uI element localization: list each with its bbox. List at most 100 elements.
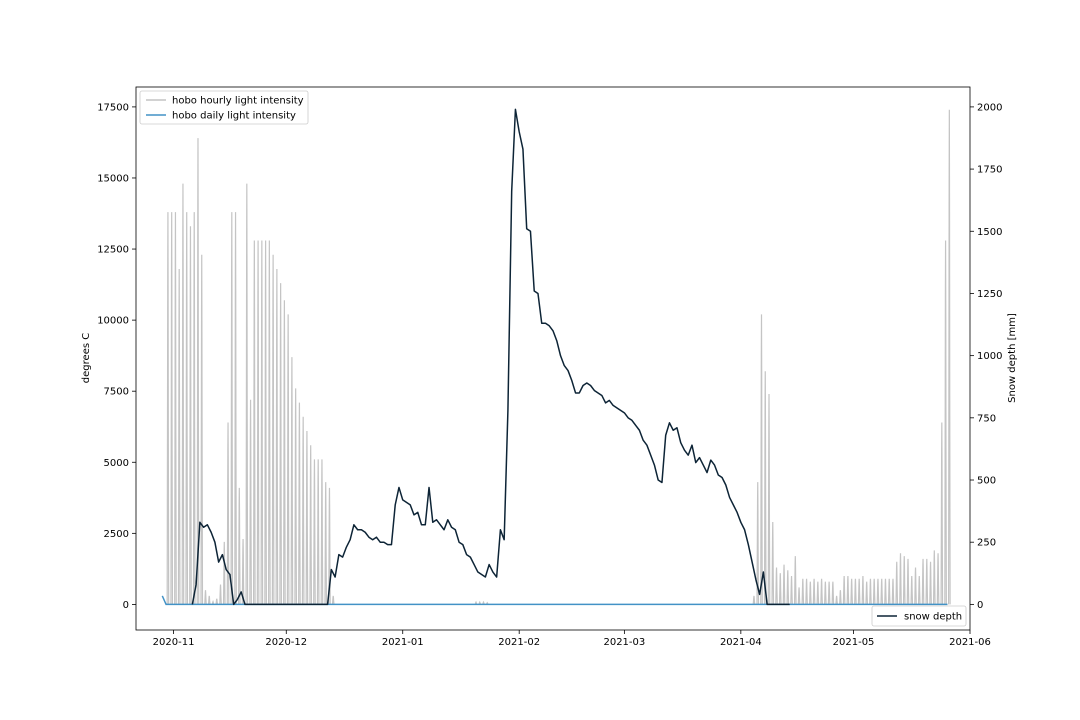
- hourly-spike: [215, 598, 219, 605]
- hourly-spike: [778, 573, 782, 605]
- hourly-spike: [170, 212, 174, 605]
- plot-area: [136, 87, 970, 630]
- y2-tick-label: 500: [977, 476, 996, 487]
- hourly-spike: [331, 595, 335, 605]
- legend-left-box: [139, 90, 309, 125]
- hourly-spike: [298, 402, 301, 605]
- x-tick-label: 2021-04: [720, 637, 762, 648]
- legend-entry-daily: hobo daily light intensity: [172, 111, 296, 122]
- x-tick-label: 2021-03: [603, 637, 645, 648]
- hourly-spike: [861, 575, 865, 605]
- y-tick-label: 0: [123, 600, 129, 611]
- hourly-spike: [222, 541, 226, 605]
- hourly-spike: [884, 578, 887, 605]
- hourly-spike: [835, 595, 838, 605]
- hourly-spike: [189, 226, 192, 605]
- hourly-spike: [241, 539, 245, 605]
- hourly-spike: [887, 578, 891, 605]
- hourly-spike: [872, 578, 876, 605]
- y-tick-label: 12500: [97, 245, 129, 256]
- legend-right-box: [871, 605, 967, 627]
- y-axis-left: 0 2500 5000 7500 10000 12500 15000 17500: [97, 102, 136, 611]
- hourly-spike: [782, 564, 786, 605]
- hourly-spike: [249, 399, 252, 605]
- y-tick-label: 5000: [104, 458, 129, 469]
- hourly-spike: [313, 459, 316, 605]
- hourly-spike: [827, 581, 831, 605]
- hourly-spike: [839, 590, 842, 605]
- hourly-spike: [316, 459, 320, 605]
- hourly-spike: [264, 240, 267, 605]
- hourly-spike: [309, 445, 313, 605]
- hourly-spike: [324, 482, 328, 605]
- hourly-spike: [763, 371, 767, 605]
- hourly-spike: [936, 553, 940, 605]
- hourly-spike: [816, 581, 820, 605]
- hourly-spike: [185, 212, 189, 605]
- hourly-spike: [283, 300, 286, 605]
- hourly-spike: [808, 581, 812, 605]
- x-tick-label: 2021-05: [833, 637, 875, 648]
- hourly-spike: [820, 578, 823, 605]
- hourly-spike: [485, 601, 489, 605]
- hourly-spike: [219, 584, 222, 605]
- hourly-spike: [252, 240, 256, 605]
- hourly-spike: [279, 283, 282, 605]
- y-tick-label: 10000: [97, 316, 129, 327]
- hourly-spike: [805, 578, 808, 605]
- hourly-spike: [234, 212, 237, 605]
- x-axis: 2020-11 2020-12 2021-01 2021-02 2021-03 2021-…: [153, 630, 991, 648]
- hourly-spike: [290, 357, 294, 605]
- hourly-spike: [880, 578, 884, 605]
- x-tick-label: 2020-12: [265, 637, 307, 648]
- hourly-spike: [929, 561, 932, 605]
- hourly-spike: [850, 578, 854, 605]
- hourly-spike: [914, 567, 917, 605]
- hourly-spike: [181, 183, 185, 605]
- hourly-spike: [921, 558, 925, 605]
- hourly-spike: [328, 487, 331, 605]
- hourly-spike: [812, 578, 816, 605]
- hourly-spike: [793, 556, 797, 605]
- hourly-spike: [245, 183, 249, 605]
- hourly-spike: [320, 459, 324, 605]
- hourly-spike: [200, 254, 204, 605]
- y2-tick-label: 1000: [977, 351, 1002, 362]
- hourly-spike: [906, 558, 910, 605]
- hourly-spike: [910, 575, 914, 605]
- legend-entry-hourly: hobo hourly light intensity: [172, 96, 304, 107]
- hourly-spike: [177, 268, 181, 605]
- hourly-spike: [204, 590, 207, 605]
- hourly-spike: [771, 521, 775, 605]
- hourly-spike: [275, 268, 279, 605]
- hourly-spike: [854, 578, 857, 605]
- hourly-spike: [801, 578, 805, 605]
- y2-tick-label: 1500: [977, 227, 1002, 238]
- hourly-spike: [237, 487, 241, 605]
- hourly-spike: [256, 240, 260, 605]
- hourly-spike: [831, 581, 835, 605]
- y2-axis-label: Snow depth [mm]: [1007, 313, 1018, 403]
- hourly-spike: [857, 578, 861, 605]
- hourly-spike: [478, 600, 482, 605]
- hourly-spike: [482, 600, 485, 605]
- x-tick-label: 2020-11: [153, 637, 195, 648]
- hourly-spike: [842, 575, 846, 605]
- y-tick-label: 7500: [104, 387, 129, 398]
- hourly-spike: [775, 567, 778, 605]
- hourly-spike: [286, 314, 290, 605]
- hourly-spike: [226, 422, 230, 605]
- hourly-spike: [196, 138, 200, 605]
- hourly-spike: [192, 212, 196, 605]
- hourly-spike: [230, 212, 234, 605]
- plot-frame: [135, 86, 971, 631]
- hourly-spike: [902, 556, 906, 605]
- legend-left: hobo hourly light intensity hobo daily l…: [139, 90, 309, 125]
- hourly-spike: [876, 578, 880, 605]
- x-tick-label: 2021-06: [949, 637, 991, 648]
- y2-tick-label: 2000: [977, 102, 1002, 113]
- y2-tick-label: 750: [977, 413, 996, 424]
- hourly-spike: [474, 600, 478, 605]
- hourly-spike: [760, 314, 763, 605]
- y-tick-label: 17500: [97, 102, 129, 113]
